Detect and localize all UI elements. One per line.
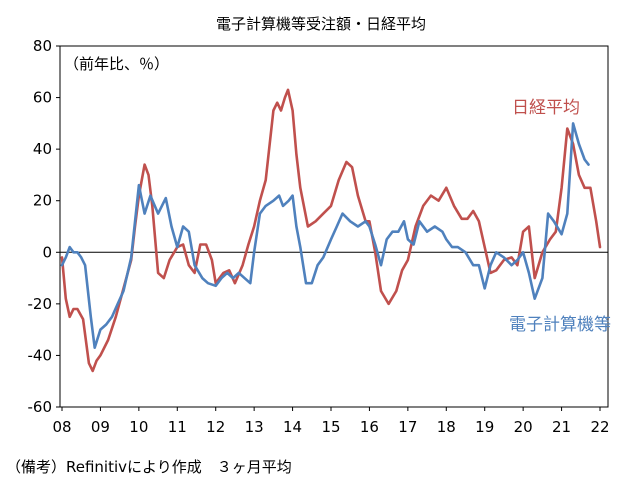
x-tick-label: 09 bbox=[91, 418, 110, 436]
chart-title: 電子計算機等受注額・日経平均 bbox=[216, 15, 426, 33]
y-axis: 80 60 40 20 0 -20 -40 -60 bbox=[28, 37, 60, 416]
x-tick-label: 11 bbox=[168, 418, 187, 436]
x-tick-label: 15 bbox=[321, 418, 340, 436]
series-line-computer bbox=[60, 122, 590, 349]
y-tick-label: 20 bbox=[33, 192, 52, 210]
x-tick-label: 18 bbox=[437, 418, 456, 436]
x-tick-label: 22 bbox=[590, 418, 609, 436]
y-tick-label: -40 bbox=[28, 346, 53, 364]
source-note: （備考）Refinitivにより作成 ３ヶ月平均 bbox=[6, 458, 292, 476]
series-group bbox=[60, 88, 602, 373]
x-tick-label: 13 bbox=[245, 418, 264, 436]
x-axis: 08 09 10 11 12 13 14 15 16 17 18 19 20 21 22 bbox=[52, 407, 610, 436]
x-tick-label: 08 bbox=[52, 418, 71, 436]
x-tick-label: 19 bbox=[475, 418, 494, 436]
x-tick-label: 14 bbox=[283, 418, 302, 436]
x-tick-label: 16 bbox=[360, 418, 379, 436]
x-tick-label: 20 bbox=[514, 418, 533, 436]
x-tick-label: 17 bbox=[398, 418, 417, 436]
series-label-nikkei: 日経平均 bbox=[512, 98, 580, 118]
x-tick-label: 21 bbox=[552, 418, 571, 436]
x-tick-label: 10 bbox=[129, 418, 148, 436]
unit-label: （前年比、％） bbox=[64, 55, 169, 73]
y-tick-label: -60 bbox=[28, 398, 53, 416]
y-tick-label: 0 bbox=[42, 243, 52, 261]
y-tick-label: 60 bbox=[33, 89, 52, 107]
plot-area bbox=[59, 45, 609, 408]
x-tick-label: 12 bbox=[206, 418, 225, 436]
y-tick-label: 80 bbox=[33, 37, 52, 55]
y-tick-label: -20 bbox=[28, 295, 53, 313]
series-label-computer: 電子計算機等 bbox=[509, 315, 611, 335]
y-tick-label: 40 bbox=[33, 140, 52, 158]
